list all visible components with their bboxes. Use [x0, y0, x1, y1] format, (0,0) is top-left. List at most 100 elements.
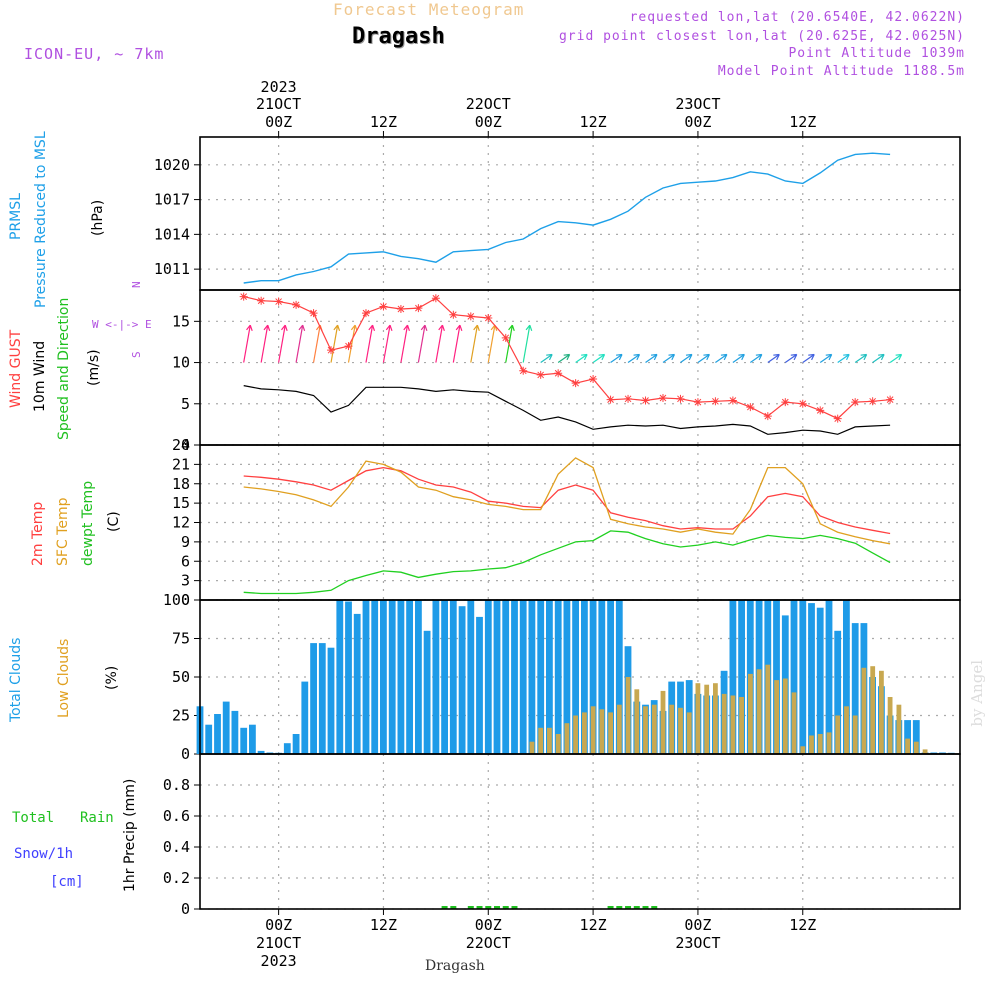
pressure-line: [243, 152, 891, 284]
bottom-hour-label: 12Z: [370, 916, 397, 934]
gust-marker: [344, 342, 353, 351]
low-cloud-bar: [835, 715, 841, 754]
total-cloud-bar: [222, 701, 230, 754]
total-cloud-bar: [904, 720, 911, 754]
y-tick-label: 1020: [154, 156, 190, 174]
gust-marker: [851, 398, 860, 407]
low-cloud-bar: [896, 704, 902, 754]
top-hour-label: 00Z: [684, 113, 711, 131]
wind-dir-arrow: [610, 354, 623, 364]
wind-dir-arrow: [872, 354, 885, 364]
low-cloud-bar: [809, 735, 814, 754]
gust-marker: [658, 394, 667, 403]
total-cloud-bar: [397, 600, 405, 754]
wind-dir-arrow: [854, 354, 867, 364]
total-cloud-bar: [816, 607, 824, 754]
low-cloud-bar: [651, 704, 657, 754]
wind-dir-arrowhead: [878, 353, 885, 361]
low-cloud-bar: [678, 707, 683, 754]
wind-dir-arrowhead: [895, 353, 903, 361]
total-cloud-bar: [799, 600, 807, 754]
wind-dir-arrow: [260, 325, 269, 363]
low-cloud-bar: [721, 693, 727, 754]
wind-dir-arrowhead: [860, 353, 868, 361]
precip-snow-label: Snow/1h: [14, 846, 74, 862]
total-cloud-bar: [912, 720, 920, 754]
wind-dir-arrow: [365, 325, 374, 363]
dewpoint-line: [243, 530, 891, 595]
top-day-label: 23OCT: [675, 95, 720, 113]
gust-marker: [431, 294, 440, 303]
top-hour-label: 00Z: [265, 113, 292, 131]
total-cloud-bar: [825, 600, 833, 754]
y-tick-label: 100: [163, 591, 190, 609]
total-cloud-bar: [415, 600, 422, 754]
total-cloud-bar: [502, 600, 510, 754]
total-cloud-bar: [563, 600, 571, 754]
precip-rain-label: Rain: [80, 810, 114, 826]
wind-dir-arrowhead: [333, 324, 341, 332]
y-tick-label: 6: [181, 552, 190, 570]
wind-dir-arrow: [767, 354, 780, 364]
y-tick-label: 25: [172, 707, 190, 725]
wind-dir-arrow: [417, 325, 426, 363]
wind-dir-arrowhead: [598, 353, 606, 361]
footer-station: Dragash: [425, 958, 485, 974]
wind-dir-arrowhead: [650, 353, 658, 361]
total-cloud-bar: [729, 600, 737, 754]
total-cloud-bar: [353, 613, 361, 754]
total-cloud-bar: [327, 647, 335, 754]
low-cloud-bar: [616, 704, 622, 754]
low-cloud-bar: [774, 680, 779, 754]
y-tick-label: 0.8: [163, 776, 190, 794]
wind-dir-arrow: [295, 325, 304, 363]
y-tick-label: 9: [181, 533, 190, 551]
panel-frame: [199, 136, 961, 291]
compass-we: W <-|-> E: [92, 318, 152, 331]
wind-dir-arrowhead: [508, 324, 515, 332]
low-cloud-bar: [634, 689, 640, 754]
low-cloud-bar: [660, 690, 666, 754]
wind-dir-arrow: [330, 325, 339, 363]
low-cloud-bar: [861, 667, 867, 754]
total-cloud-bar: [292, 734, 300, 754]
total-cloud-bar: [458, 606, 466, 754]
bottom-hour-label: 12Z: [580, 916, 607, 934]
gust-marker: [379, 302, 388, 311]
wind-dir-arrow: [382, 325, 391, 363]
total-cloud-bar: [511, 600, 518, 754]
wind-dir-arrow: [715, 354, 728, 364]
t2m-line: [243, 466, 891, 535]
wind-dir-arrowhead: [581, 353, 588, 361]
gust-marker: [676, 394, 685, 403]
rain-bar: [616, 906, 623, 909]
gust-marker: [868, 397, 877, 406]
total-cloud-bar: [546, 600, 553, 754]
top-hour-label: 12Z: [789, 113, 816, 131]
wind-dir-arrow: [784, 354, 798, 364]
wind-dir-arrow: [522, 325, 531, 363]
gust-marker: [589, 375, 598, 384]
requested-coords: requested lon,lat (20.6540E, 42.0622N): [629, 10, 965, 25]
wind-dir-arrow: [487, 325, 496, 363]
y-tick-label: 50: [172, 668, 190, 686]
bottom-hour-label: 12Z: [789, 916, 816, 934]
low-cloud-bar: [922, 749, 928, 754]
wind-speed-line: [243, 385, 891, 435]
wind-dir-arrow: [627, 354, 640, 364]
wind-dir-arrowhead: [843, 353, 850, 361]
low-cloud-bar: [730, 695, 736, 754]
wind-dir-arrowhead: [808, 353, 815, 361]
low-cloud-bar: [608, 712, 613, 754]
wind-dir-arrowhead: [298, 324, 306, 332]
low-cloud-bar: [765, 664, 771, 754]
wind-dir-arrowhead: [668, 353, 675, 361]
bottom-day-label: 23OCT: [675, 934, 720, 952]
total-cloud-bar: [283, 743, 291, 754]
rain-bar: [467, 906, 474, 909]
total-cloud-bar: [528, 600, 536, 754]
total-cloud-bar: [205, 724, 213, 754]
total-cloud-bar: [615, 600, 623, 754]
gust-marker: [781, 398, 790, 407]
